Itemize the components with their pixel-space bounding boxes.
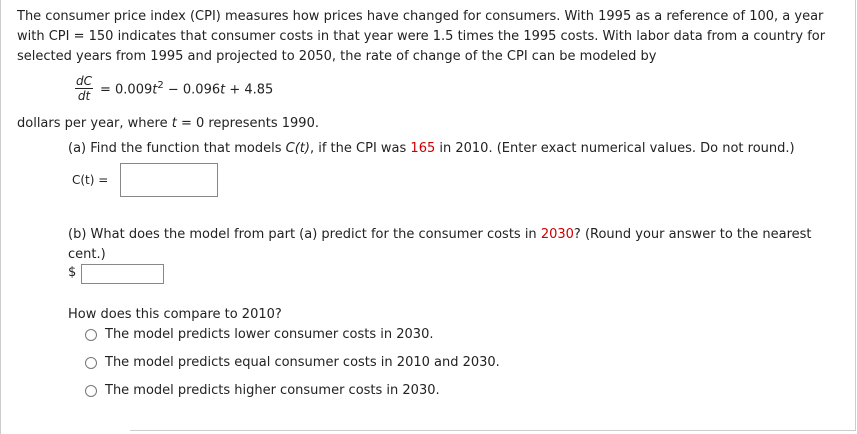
var: t (171, 116, 177, 131)
option-label[interactable]: The model predicts higher consumer costs… (105, 383, 440, 398)
text: , if the CPI was (309, 141, 411, 156)
question: How does this compare to 2010? (68, 307, 282, 322)
answer-input[interactable] (81, 264, 164, 284)
right-border (855, 0, 856, 431)
eq-exponent: 2 (157, 80, 164, 91)
text: in 2010. (Enter exact numerical values. … (435, 141, 795, 156)
input-label: $ (68, 265, 77, 280)
input-label: C(t) = (72, 173, 109, 187)
highlight: 2030 (540, 227, 574, 242)
text: dollars per year, where (17, 116, 172, 131)
radio-button[interactable] (85, 385, 97, 397)
eq-part: − 0.096 (163, 82, 221, 98)
part-a-prompt: (a) Find the function that models C(t), … (68, 141, 795, 156)
eq-part: + 4.85 (225, 82, 274, 98)
eq-var: t (220, 82, 226, 98)
bottom-border (130, 430, 855, 431)
intro-text: The consumer price index (CPI) measures … (17, 9, 826, 64)
text: ? (Round your answer to the nearest cent… (68, 227, 812, 262)
option-label[interactable]: The model predicts equal consumer costs … (105, 355, 500, 370)
radio-button[interactable] (85, 357, 97, 369)
part-b-prompt: (b) What does the model from part (a) pr… (68, 225, 833, 265)
text: (b) What does the model from part (a) pr… (68, 227, 541, 242)
option-label[interactable]: The model predicts lower consumer costs … (105, 327, 434, 342)
highlight: 165 (410, 141, 436, 156)
units-line: dollars per year, where t = 0 represents… (17, 116, 319, 131)
left-border (0, 0, 1, 434)
denominator: dt (77, 89, 91, 103)
text: (a) Find the function that models (68, 141, 286, 156)
eq-part: = 0.009 (100, 82, 153, 98)
eq-var: t (152, 82, 158, 98)
numerator: dC (75, 74, 93, 89)
radio-button[interactable] (85, 329, 97, 341)
fraction: dC dt (75, 74, 93, 103)
text: = 0 represents 1990. (176, 116, 319, 131)
equation-rhs: = 0.009t2 − 0.096t + 4.85 (100, 80, 273, 97)
answer-input[interactable] (120, 163, 218, 197)
var: C(t) (285, 141, 310, 156)
